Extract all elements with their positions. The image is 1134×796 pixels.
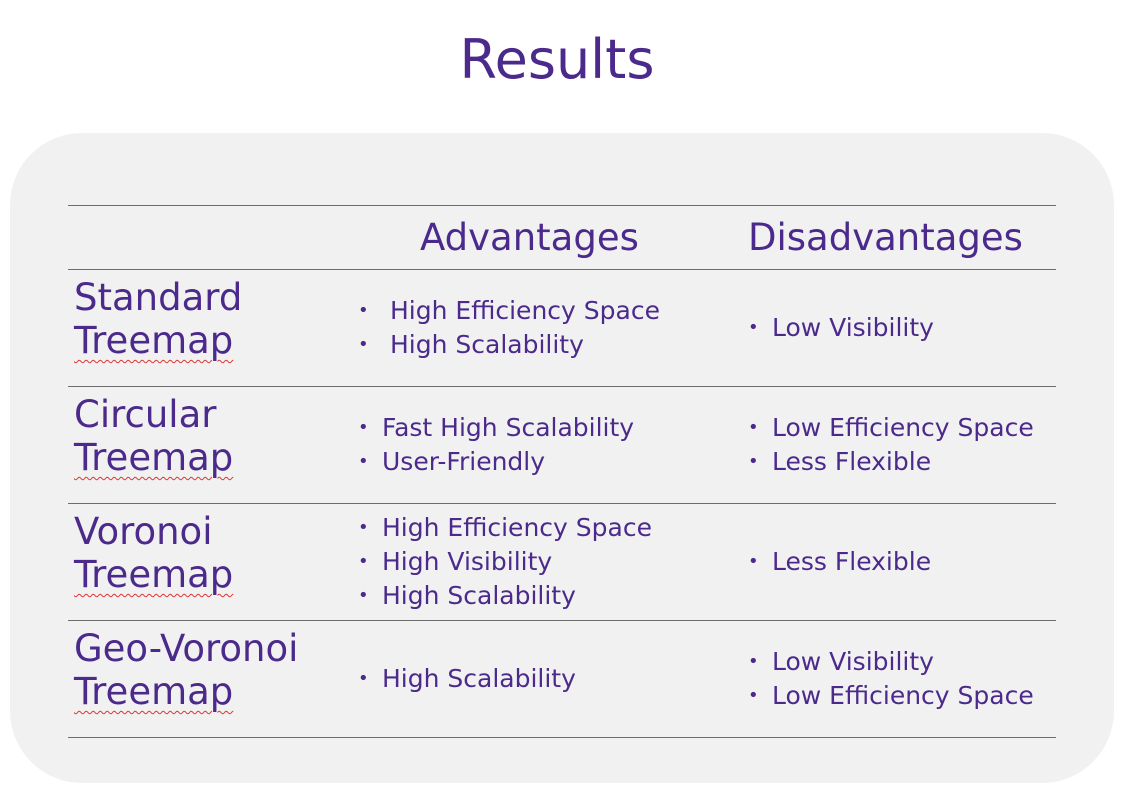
disadvantages-list: Low Efficiency Space Less Flexible: [734, 411, 1056, 479]
header-advantages: Advantages: [338, 205, 722, 270]
list-item: Less Flexible: [734, 445, 1056, 479]
advantages-list: Fast High Scalability User-Friendly: [344, 411, 722, 479]
list-item: High Efficiency Space: [344, 511, 722, 545]
list-item: Low Efficiency Space: [734, 411, 1056, 445]
comparison-table: Advantages Disadvantages Standard Treema…: [68, 205, 1056, 738]
list-item: High Visibility: [344, 545, 722, 579]
disadvantages-list: Less Flexible: [734, 545, 1056, 579]
disadvantages-cell: Low Visibility: [722, 269, 1056, 387]
row-label-line2: Treemap: [74, 670, 234, 713]
row-label: Geo-Voronoi Treemap: [68, 620, 338, 738]
row-label-line1: Circular: [74, 393, 217, 436]
header-disadvantages: Disadvantages: [722, 205, 1056, 270]
list-item: High Scalability: [344, 579, 722, 613]
header-blank: [68, 205, 338, 270]
advantages-cell: High Scalability: [338, 620, 722, 738]
row-label-line1: Standard: [74, 276, 243, 319]
table-row-circular-treemap: Circular Treemap Fast High Scalability U…: [68, 386, 1056, 504]
table-header-row: Advantages Disadvantages: [68, 205, 1056, 270]
table-row-standard-treemap: Standard Treemap High Efficiency Space H…: [68, 269, 1056, 387]
slide-title: Results: [459, 28, 655, 91]
list-item: High Efficiency Space: [344, 294, 722, 328]
row-label-line2: Treemap: [74, 436, 234, 479]
list-item: Low Visibility: [734, 645, 1056, 679]
disadvantages-list: Low Visibility: [734, 311, 1056, 345]
advantages-list: High Efficiency Space High Scalability: [344, 294, 722, 362]
disadvantages-cell: Less Flexible: [722, 503, 1056, 621]
advantages-cell: High Efficiency Space High Scalability: [338, 269, 722, 387]
list-item: User-Friendly: [344, 445, 722, 479]
disadvantages-cell: Low Efficiency Space Less Flexible: [722, 386, 1056, 504]
row-label-line1: Voronoi: [74, 510, 213, 553]
list-item: Less Flexible: [734, 545, 1056, 579]
row-label: Circular Treemap: [68, 386, 338, 504]
list-item: Fast High Scalability: [344, 411, 722, 445]
advantages-list: High Efficiency Space High Visibility Hi…: [344, 511, 722, 613]
row-label: Voronoi Treemap: [68, 503, 338, 621]
disadvantages-list: Low Visibility Low Efficiency Space: [734, 645, 1056, 713]
row-label: Standard Treemap: [68, 269, 338, 387]
row-label-line1: Geo-Voronoi: [74, 627, 299, 670]
list-item: High Scalability: [344, 662, 722, 696]
advantages-cell: Fast High Scalability User-Friendly: [338, 386, 722, 504]
advantages-list: High Scalability: [344, 662, 722, 696]
table-row-geo-voronoi-treemap: Geo-Voronoi Treemap High Scalability Low…: [68, 620, 1056, 738]
advantages-cell: High Efficiency Space High Visibility Hi…: [338, 503, 722, 621]
list-item: Low Visibility: [734, 311, 1056, 345]
disadvantages-cell: Low Visibility Low Efficiency Space: [722, 620, 1056, 738]
table-row-voronoi-treemap: Voronoi Treemap High Efficiency Space Hi…: [68, 503, 1056, 621]
row-label-line2: Treemap: [74, 319, 234, 362]
row-label-line2: Treemap: [74, 553, 234, 596]
list-item: Low Efficiency Space: [734, 679, 1056, 713]
list-item: High Scalability: [344, 328, 722, 362]
